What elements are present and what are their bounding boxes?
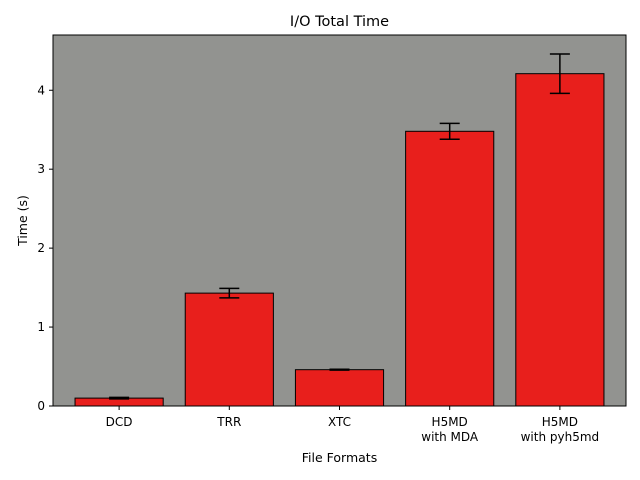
bar-4	[515, 73, 605, 407]
x-tick-label-4-1: with pyh5md	[521, 430, 600, 444]
x-axis-label: File Formats	[302, 450, 377, 465]
bar-3	[405, 130, 495, 407]
plot-frame	[52, 34, 627, 407]
x-tick-label-3-0: H5MD	[432, 415, 468, 429]
x-tick-label-3-1: with MDA	[421, 430, 479, 444]
y-tick-label-0: 0	[37, 399, 45, 413]
bar-1	[184, 292, 274, 407]
x-tick-label-2-0: XTC	[328, 415, 351, 429]
chart-title: I/O Total Time	[290, 14, 389, 30]
y-axis-ticks: 0 1 2 3 4	[37, 83, 53, 413]
y-tick-label-3: 3	[37, 162, 45, 176]
bars	[74, 73, 605, 407]
y-tick-label-1: 1	[37, 320, 45, 334]
error-bars	[109, 53, 570, 400]
x-tick-label-1-0: TRR	[216, 415, 241, 429]
y-axis-label: Time (s)	[15, 195, 30, 247]
x-tick-label-4-0: H5MD	[542, 415, 578, 429]
y-tick-label-2: 2	[37, 241, 45, 255]
bar-2	[294, 369, 385, 407]
x-tick-label-0-0: DCD	[106, 415, 133, 429]
y-tick-label-4: 4	[37, 83, 45, 97]
